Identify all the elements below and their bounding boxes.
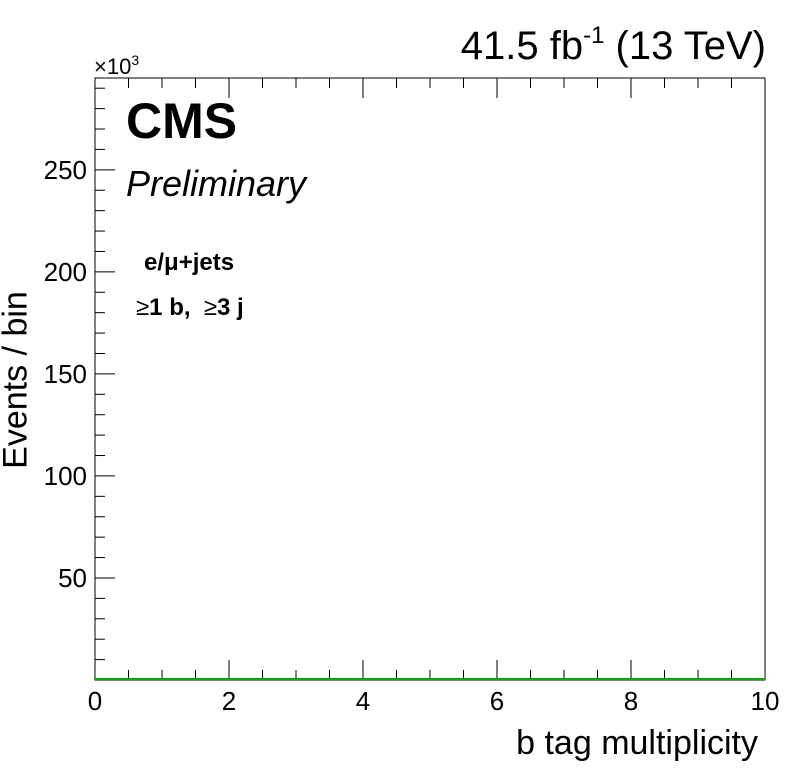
y-axis-ticks: 50 100 150 200 250 — [44, 87, 115, 661]
x-axis-ticks: 0 2 4 6 8 10 — [88, 78, 780, 716]
status-label: Preliminary — [126, 163, 307, 204]
x-tick-label: 10 — [751, 686, 780, 716]
y-tick-label: 200 — [44, 257, 87, 287]
x-tick-label: 4 — [356, 686, 370, 716]
experiment-label: CMS — [126, 93, 238, 149]
y-axis-multiplier: ×103 — [94, 52, 140, 79]
y-axis-label: Events / bin — [0, 291, 35, 469]
y-tick-label: 250 — [44, 155, 87, 185]
y-tick-label: 150 — [44, 359, 87, 389]
x-axis-label: b tag multiplicity — [516, 724, 758, 762]
luminosity-label: 41.5 fb-1 (13 TeV) — [460, 22, 766, 68]
x-tick-label: 2 — [222, 686, 236, 716]
x-tick-label: 0 — [88, 686, 102, 716]
y-tick-label: 100 — [44, 461, 87, 491]
x-tick-label: 8 — [624, 686, 638, 716]
x-tick-label: 6 — [490, 686, 504, 716]
channel-label: e/μ+jets — [144, 249, 235, 276]
selection-label: ≥1 b, ≥3 j — [136, 294, 244, 321]
y-tick-label: 50 — [58, 563, 87, 593]
